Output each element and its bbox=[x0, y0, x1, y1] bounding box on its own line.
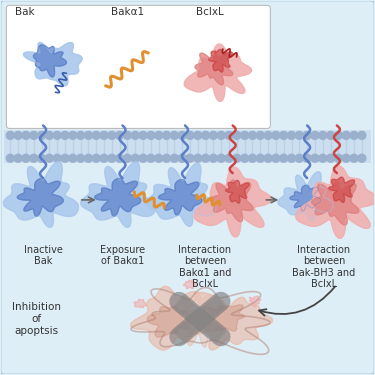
Circle shape bbox=[202, 154, 210, 162]
Circle shape bbox=[186, 154, 194, 162]
Circle shape bbox=[272, 154, 280, 162]
Circle shape bbox=[53, 154, 61, 162]
Circle shape bbox=[296, 131, 303, 140]
Polygon shape bbox=[81, 162, 156, 227]
Polygon shape bbox=[312, 181, 359, 225]
Circle shape bbox=[342, 131, 350, 140]
Circle shape bbox=[61, 131, 69, 140]
Circle shape bbox=[272, 131, 280, 140]
Polygon shape bbox=[209, 50, 232, 72]
Circle shape bbox=[217, 131, 225, 140]
Circle shape bbox=[194, 131, 202, 140]
Polygon shape bbox=[17, 178, 63, 216]
Circle shape bbox=[155, 131, 163, 140]
Polygon shape bbox=[183, 292, 216, 347]
Circle shape bbox=[233, 154, 241, 162]
Polygon shape bbox=[184, 44, 251, 101]
Polygon shape bbox=[199, 305, 244, 332]
Circle shape bbox=[264, 131, 272, 140]
Polygon shape bbox=[278, 172, 333, 220]
Polygon shape bbox=[329, 177, 355, 203]
Circle shape bbox=[163, 154, 171, 162]
Polygon shape bbox=[94, 178, 141, 216]
Circle shape bbox=[350, 131, 358, 140]
Polygon shape bbox=[147, 307, 200, 337]
Circle shape bbox=[327, 154, 334, 162]
Text: Inactive
Bak: Inactive Bak bbox=[24, 244, 63, 266]
Text: Bak: Bak bbox=[15, 7, 35, 17]
Circle shape bbox=[123, 154, 132, 162]
Circle shape bbox=[76, 154, 85, 162]
Text: Inhibition
of
apoptsis: Inhibition of apoptsis bbox=[12, 302, 61, 336]
Circle shape bbox=[256, 154, 264, 162]
Text: BclxL: BclxL bbox=[196, 7, 223, 17]
Circle shape bbox=[108, 131, 116, 140]
Circle shape bbox=[210, 131, 218, 140]
Circle shape bbox=[178, 131, 186, 140]
Circle shape bbox=[202, 131, 210, 140]
Circle shape bbox=[280, 131, 288, 140]
Circle shape bbox=[100, 131, 108, 140]
Circle shape bbox=[30, 131, 38, 140]
Polygon shape bbox=[189, 292, 273, 350]
Circle shape bbox=[217, 154, 225, 162]
Circle shape bbox=[22, 154, 30, 162]
Circle shape bbox=[92, 154, 100, 162]
Polygon shape bbox=[211, 180, 253, 222]
Circle shape bbox=[311, 131, 319, 140]
Polygon shape bbox=[226, 180, 249, 203]
Circle shape bbox=[303, 154, 311, 162]
Polygon shape bbox=[195, 51, 233, 85]
Circle shape bbox=[108, 154, 116, 162]
Bar bbox=[4, 130, 370, 163]
Circle shape bbox=[6, 154, 14, 162]
Polygon shape bbox=[134, 299, 147, 308]
Circle shape bbox=[280, 154, 288, 162]
Circle shape bbox=[334, 154, 342, 162]
Circle shape bbox=[249, 154, 256, 162]
Polygon shape bbox=[146, 164, 216, 226]
Polygon shape bbox=[183, 280, 197, 289]
Circle shape bbox=[116, 131, 124, 140]
Circle shape bbox=[358, 154, 366, 162]
Circle shape bbox=[139, 154, 147, 162]
Circle shape bbox=[131, 131, 139, 140]
Text: Bakα1: Bakα1 bbox=[111, 7, 144, 17]
Circle shape bbox=[76, 131, 85, 140]
Circle shape bbox=[350, 154, 358, 162]
Circle shape bbox=[311, 154, 319, 162]
FancyBboxPatch shape bbox=[6, 5, 270, 129]
FancyArrowPatch shape bbox=[259, 286, 335, 316]
Circle shape bbox=[92, 131, 100, 140]
Circle shape bbox=[256, 131, 264, 140]
Circle shape bbox=[178, 154, 186, 162]
Circle shape bbox=[296, 154, 303, 162]
Circle shape bbox=[194, 154, 202, 162]
Circle shape bbox=[210, 154, 218, 162]
Circle shape bbox=[170, 131, 178, 140]
Polygon shape bbox=[24, 42, 82, 86]
Circle shape bbox=[30, 154, 38, 162]
Circle shape bbox=[147, 131, 155, 140]
Circle shape bbox=[288, 131, 296, 140]
Circle shape bbox=[123, 131, 132, 140]
Circle shape bbox=[147, 154, 155, 162]
Polygon shape bbox=[296, 166, 375, 238]
Circle shape bbox=[116, 154, 124, 162]
Circle shape bbox=[69, 131, 77, 140]
Circle shape bbox=[69, 154, 77, 162]
Circle shape bbox=[61, 154, 69, 162]
Text: Interaction
between
Bak-BH3 and
BclxL: Interaction between Bak-BH3 and BclxL bbox=[292, 244, 356, 290]
Circle shape bbox=[225, 154, 233, 162]
Circle shape bbox=[45, 131, 53, 140]
Circle shape bbox=[319, 131, 327, 140]
Circle shape bbox=[225, 131, 233, 140]
Circle shape bbox=[358, 131, 366, 140]
Circle shape bbox=[303, 131, 311, 140]
Circle shape bbox=[38, 154, 45, 162]
Circle shape bbox=[163, 131, 171, 140]
Polygon shape bbox=[3, 162, 78, 227]
Circle shape bbox=[38, 131, 45, 140]
Circle shape bbox=[139, 131, 147, 140]
